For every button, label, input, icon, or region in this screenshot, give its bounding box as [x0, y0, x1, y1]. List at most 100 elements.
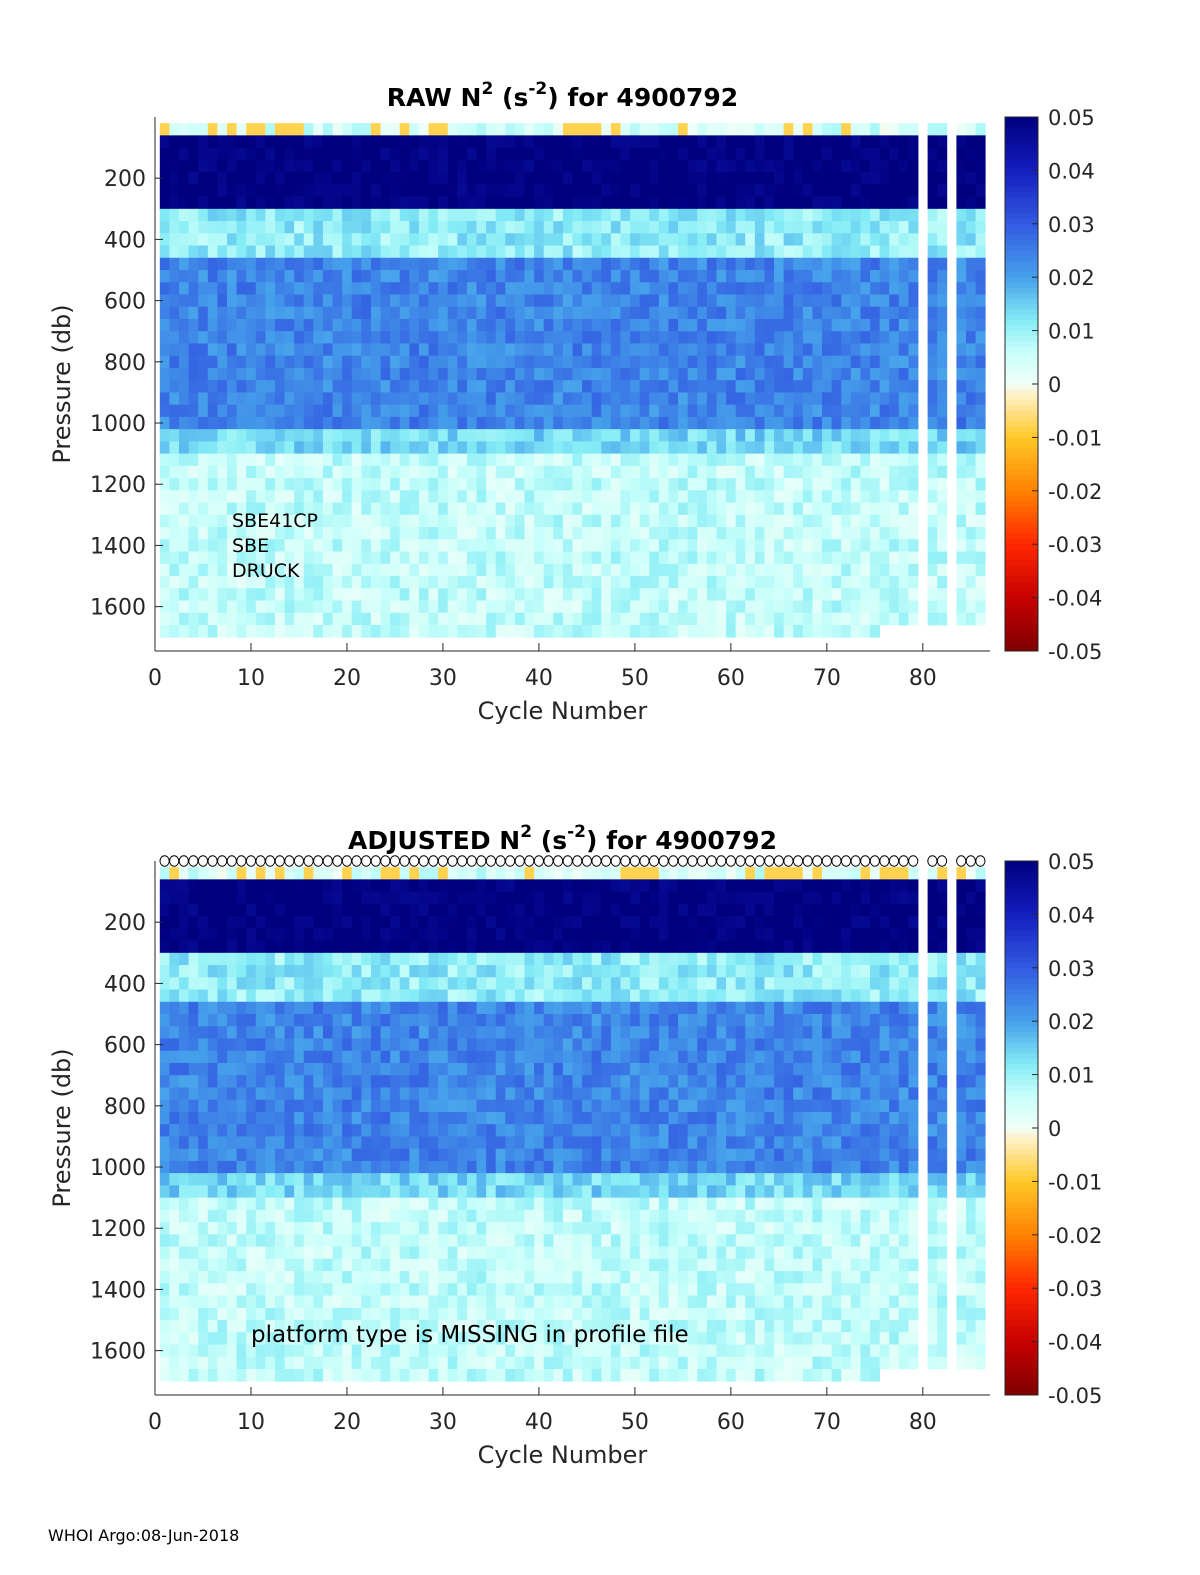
heatmap-cell	[601, 318, 612, 332]
heatmap-cell	[774, 355, 785, 369]
heatmap-cell	[198, 1246, 209, 1260]
heatmap-cell	[409, 1368, 420, 1382]
heatmap-cell	[294, 1197, 305, 1211]
heatmap-cell	[908, 453, 919, 467]
heatmap-cell	[303, 867, 314, 880]
heatmap-cell	[716, 588, 727, 601]
heatmap-cell	[543, 576, 554, 589]
heatmap-cell	[380, 1209, 391, 1223]
heatmap-cell	[802, 208, 813, 222]
heatmap-cell	[745, 453, 756, 467]
heatmap-cell	[178, 1111, 189, 1125]
heatmap-cell	[207, 306, 218, 320]
heatmap-cell	[351, 1075, 362, 1088]
heatmap-cell	[178, 1307, 189, 1321]
heatmap-cell	[380, 318, 391, 332]
heatmap-cell	[505, 233, 516, 246]
heatmap-cell	[159, 135, 170, 148]
heatmap-cell	[284, 245, 295, 259]
heatmap-cell	[332, 1209, 343, 1223]
heatmap-cell	[514, 563, 525, 577]
heatmap-cell	[764, 563, 775, 577]
heatmap-cell	[313, 465, 324, 479]
heatmap-cell	[284, 551, 295, 565]
heatmap-cell	[889, 233, 900, 246]
heatmap-cell	[294, 1344, 305, 1358]
heatmap-cell	[783, 270, 794, 283]
heatmap-cell	[342, 527, 353, 540]
heatmap-cell	[726, 294, 737, 308]
heatmap-cell	[841, 576, 852, 589]
heatmap-cell	[303, 135, 314, 148]
heatmap-cell	[975, 502, 986, 516]
heatmap-cell	[342, 441, 353, 455]
heatmap-cell	[601, 478, 612, 491]
heatmap-cell	[572, 539, 583, 552]
heatmap-cell	[428, 952, 439, 966]
heatmap-cell	[169, 1075, 180, 1088]
heatmap-cell	[822, 245, 833, 259]
heatmap-cell	[217, 1124, 228, 1137]
heatmap-cell	[620, 624, 631, 638]
heatmap-cell	[534, 282, 545, 295]
heatmap-cell	[620, 392, 631, 406]
heatmap-cell	[409, 563, 420, 577]
heatmap-cell	[831, 306, 842, 320]
heatmap-cell	[649, 514, 660, 528]
heatmap-cell	[255, 355, 266, 369]
heatmap-cell	[226, 1136, 237, 1150]
heatmap-cell	[169, 977, 180, 990]
heatmap-cell	[937, 453, 948, 467]
heatmap-cell	[303, 916, 314, 929]
heatmap-cell	[716, 380, 727, 393]
heatmap-cell	[783, 416, 794, 430]
heatmap-cell	[361, 343, 372, 357]
heatmap-cell	[351, 1148, 362, 1162]
heatmap-cell	[850, 196, 861, 210]
heatmap-cell	[553, 123, 564, 136]
heatmap-cell	[658, 135, 669, 148]
heatmap-cell	[255, 147, 266, 161]
heatmap-cell	[217, 355, 228, 369]
heatmap-cell	[188, 429, 199, 442]
heatmap-cell	[966, 318, 977, 332]
heatmap-cell	[236, 928, 247, 941]
heatmap-cell	[937, 527, 948, 540]
heatmap-cell	[313, 1295, 324, 1309]
heatmap-cell	[447, 1209, 458, 1223]
heatmap-cell	[466, 245, 477, 259]
heatmap-cell	[303, 879, 314, 892]
heatmap-cell	[351, 965, 362, 978]
heatmap-cell	[668, 624, 679, 638]
heatmap-cell	[956, 355, 967, 369]
heatmap-cell	[380, 624, 391, 638]
heatmap-cell	[678, 208, 689, 222]
heatmap-cell	[658, 563, 669, 577]
heatmap-cell	[726, 257, 737, 271]
heatmap-cell	[678, 465, 689, 479]
heatmap-cell	[198, 196, 209, 210]
colorbar-tick-label: 0.04	[1048, 159, 1095, 183]
heatmap-cell	[188, 624, 199, 638]
heatmap-cell	[265, 1148, 276, 1162]
heatmap-cell	[226, 1197, 237, 1211]
heatmap-cell	[409, 1295, 420, 1309]
heatmap-cell	[236, 1014, 247, 1027]
heatmap-cell	[687, 600, 698, 614]
heatmap-cell	[178, 588, 189, 601]
heatmap-cell	[524, 208, 535, 222]
heatmap-cell	[620, 233, 631, 246]
heatmap-cell	[735, 392, 746, 406]
heatmap-cell	[399, 465, 410, 479]
heatmap-cell	[265, 1246, 276, 1260]
heatmap-cell	[601, 221, 612, 234]
heatmap-cell	[207, 891, 218, 905]
heatmap-cell	[188, 551, 199, 565]
heatmap-cell	[226, 903, 237, 917]
heatmap-cell	[198, 1075, 209, 1088]
heatmap-cell	[610, 367, 621, 381]
heatmap-cell	[534, 490, 545, 503]
heatmap-cell	[284, 502, 295, 516]
heatmap-cell	[226, 1001, 237, 1015]
heatmap-cell	[217, 1197, 228, 1211]
